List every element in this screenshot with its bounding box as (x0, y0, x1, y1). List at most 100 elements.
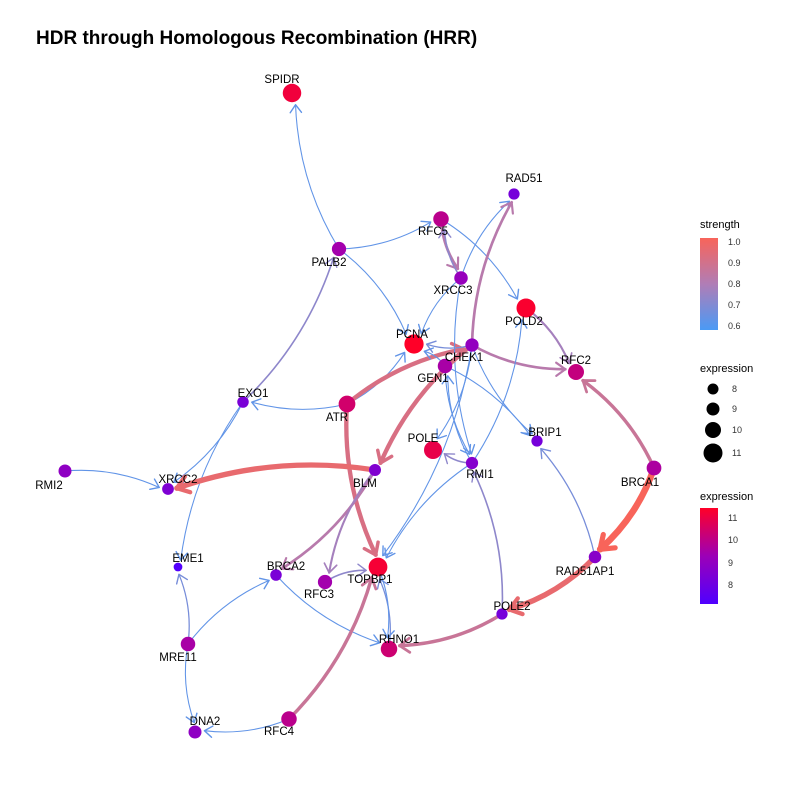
node-label-pcna: PCNA (396, 329, 428, 341)
labels-layer: SPIDR RAD51 RFC5 PALB2 XRCC3 POLD2 PCNA CHEK1 RF… (35, 74, 659, 738)
node-label-spidr: SPIDR (264, 74, 299, 86)
edge-rad51ap1-pole2 (506, 554, 598, 613)
node-gen1 (437, 358, 453, 374)
edge-brca1-rad51ap1 (596, 464, 658, 553)
edge-chek1-topbp1 (382, 344, 473, 557)
node-pcna (404, 334, 424, 354)
edge-blm-rfc3 (328, 468, 377, 574)
node-label-rad51ap1: RAD51AP1 (556, 566, 615, 578)
node-label-brca1: BRCA1 (621, 477, 659, 489)
edge-arrowhead (471, 471, 484, 483)
edge-rfc4-dna2 (203, 718, 290, 733)
nodes-layer (58, 83, 662, 739)
edge-arrowhead (382, 628, 395, 639)
edge-arrowhead (289, 104, 303, 114)
edge-arrowhead (463, 444, 476, 455)
node-pold2 (516, 298, 536, 318)
edge-chek1-brip1 (471, 344, 533, 435)
node-label-rfc4: RFC4 (264, 726, 295, 738)
edge-exo1-eme1 (180, 401, 244, 561)
legend-strength: strength 1.0 0.9 0.8 0.7 0.6 (700, 219, 741, 331)
edge-exo1-palb2 (242, 256, 335, 403)
legend-size-tick: 10 (732, 425, 742, 435)
edge-arrowhead (369, 634, 381, 647)
node-atr (338, 395, 356, 413)
edge-arrowhead (507, 596, 525, 617)
edge-arrowhead (203, 725, 214, 738)
edge-arrowhead (376, 448, 394, 465)
edge-arrowhead (507, 288, 520, 300)
edge-palb2-pcna (338, 248, 407, 335)
edge-arrowhead (420, 220, 432, 232)
edge-rfc4-topbp1 (287, 575, 374, 721)
node-label-brip1: BRIP1 (528, 427, 561, 439)
node-rad51 (508, 188, 520, 200)
edge-arrowhead (443, 453, 456, 465)
legend-size: expression 8 9 10 11 (700, 363, 753, 463)
node-rad51ap1 (588, 550, 602, 564)
legend-strength-tick: 0.8 (728, 279, 741, 289)
node-rfc4 (281, 711, 297, 727)
edge-arrowhead (323, 562, 338, 574)
edge-arrowhead (559, 352, 573, 365)
node-chek1 (465, 338, 479, 352)
edge-arrowhead (324, 256, 338, 268)
node-xrcc3 (454, 271, 468, 285)
edge-arrowhead (258, 577, 270, 590)
edge-gen1-brip1 (444, 365, 531, 437)
edge-arrowhead (398, 636, 412, 654)
edge-chek1-rfc2 (470, 343, 567, 371)
node-pole2 (496, 608, 508, 620)
edge-arrowhead (520, 425, 532, 437)
node-label-rmi2: RMI2 (35, 480, 62, 492)
edge-blm-brca2 (280, 468, 377, 570)
edge-arrowhead (500, 201, 514, 215)
node-pole (424, 441, 442, 459)
edge-blm-xrcc2 (174, 462, 378, 491)
node-spidr (282, 83, 302, 103)
edge-arrowhead (360, 576, 378, 591)
node-rmi1 (465, 456, 479, 470)
node-label-atr: ATR (326, 412, 348, 424)
legend-color-tick: 10 (728, 535, 738, 545)
edge-xrcc3-rad51 (460, 200, 510, 279)
edge-arrowhead (436, 428, 448, 440)
node-label-palb2: PALB2 (312, 257, 347, 269)
node-rhno1 (380, 640, 398, 658)
legend-size-tick: 9 (732, 404, 737, 414)
node-label-rhno1: RHNO1 (379, 634, 419, 646)
edge-arrowhead (441, 375, 455, 385)
legend-color-tick: 9 (728, 558, 733, 568)
edge-mre11-eme1 (178, 573, 190, 645)
edge-arrowhead (251, 398, 262, 411)
node-eme1 (173, 562, 183, 572)
edge-mre11-dna2 (184, 643, 195, 724)
edge-xrcc3-rmi1 (454, 277, 472, 455)
edge-arrowhead (540, 448, 552, 460)
legend-size-dot (706, 402, 720, 416)
legend-strength-title: strength (700, 219, 740, 231)
edge-pole2-rmi1 (472, 471, 504, 615)
node-label-pole: POLE (408, 433, 439, 445)
legend-color-colorbar (700, 508, 718, 604)
node-label-blm: BLM (353, 478, 377, 490)
edge-arrowhead (555, 361, 567, 378)
edge-arrowhead (581, 379, 597, 394)
node-label-rfc3: RFC3 (304, 589, 334, 601)
edge-rmi2-xrcc2 (64, 469, 160, 489)
legend-strength-tick: 0.7 (728, 300, 741, 310)
node-label-rfc5: RFC5 (418, 226, 448, 238)
node-exo1 (237, 396, 249, 408)
node-palb2 (331, 241, 347, 257)
legend-size-title: expression (700, 363, 753, 375)
edge-arrowhead (514, 319, 528, 329)
edge-palb2-rfc5 (338, 221, 432, 250)
edge-arrowhead (362, 540, 380, 557)
legend-strength-tick: 0.9 (728, 258, 741, 268)
chart-title: HDR through Homologous Recombination (HR… (36, 28, 478, 49)
node-dna2 (188, 725, 202, 739)
node-label-mre11: MRE11 (159, 652, 197, 664)
edge-arrowhead (397, 323, 409, 335)
edge-pole2-rhno1 (398, 612, 504, 648)
